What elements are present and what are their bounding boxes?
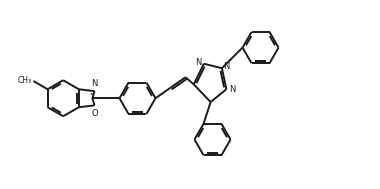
Text: CH₃: CH₃ [18, 76, 32, 85]
Text: N: N [195, 58, 201, 67]
Text: N: N [91, 79, 98, 88]
Text: N: N [223, 62, 230, 71]
Text: N: N [229, 85, 235, 94]
Text: O: O [91, 109, 98, 118]
